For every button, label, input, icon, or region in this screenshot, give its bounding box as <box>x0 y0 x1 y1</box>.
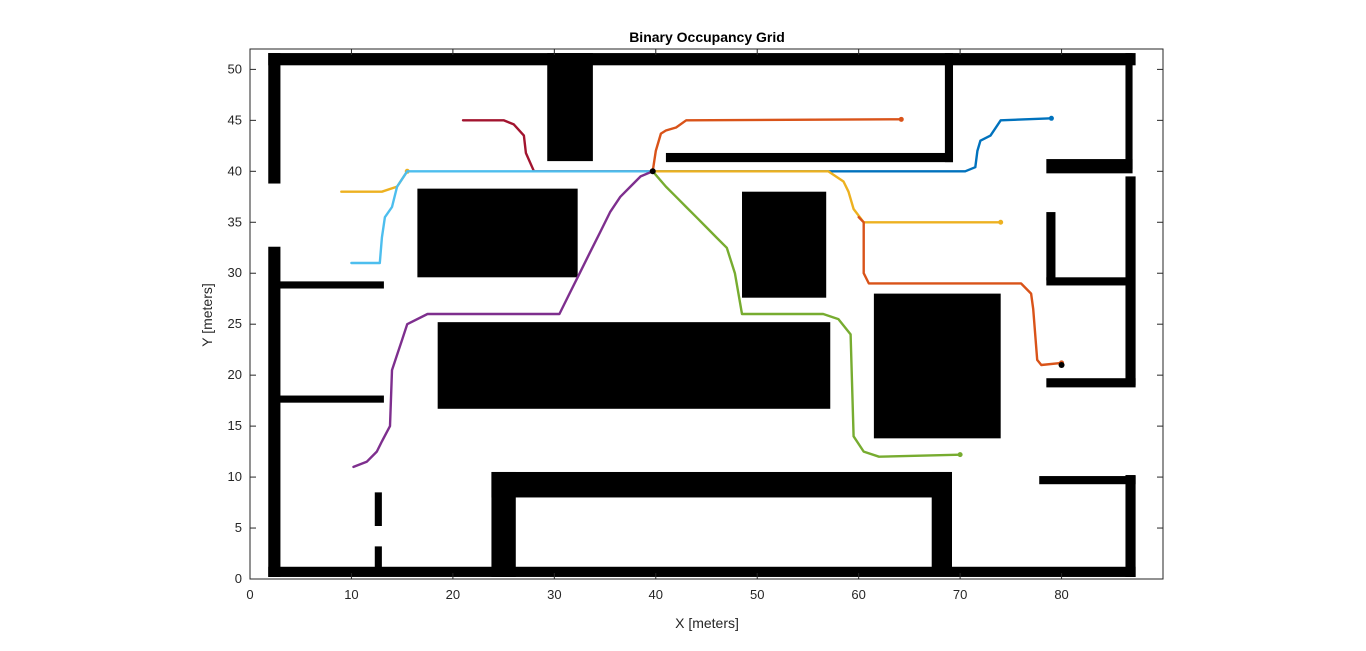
y-axis-label: Y [meters] <box>199 283 215 347</box>
x-tick-label: 70 <box>953 587 967 602</box>
x-tick-label: 10 <box>344 587 358 602</box>
x-tick-label: 60 <box>851 587 865 602</box>
x-tick-label: 40 <box>649 587 663 602</box>
y-tick-label: 20 <box>228 367 242 382</box>
obstacle-outer-wall-right-lower <box>1125 475 1136 577</box>
obstacle-outer-wall-right-top <box>1125 53 1133 170</box>
marker-point <box>1058 361 1065 368</box>
x-tick-label: 50 <box>750 587 764 602</box>
path-end-point <box>998 219 1004 225</box>
obstacle-outer-wall-top <box>268 53 1136 66</box>
obstacle-right-room-bottom <box>1046 277 1133 286</box>
x-axis-label: X [meters] <box>675 615 739 631</box>
axes-box <box>249 48 1164 580</box>
obstacle-bottom-right-leg <box>931 471 952 569</box>
obstacle-left-shelf-upper <box>270 281 384 289</box>
y-tick-label: 5 <box>235 520 242 535</box>
obstacle-right-lower-wall <box>1046 378 1136 388</box>
obstacle-upper-right-wall-vertical <box>944 53 954 163</box>
obstacle-bottom-left-leg <box>491 471 516 577</box>
chart-title: Binary Occupancy Grid <box>629 29 785 45</box>
x-tick-label: 80 <box>1054 587 1068 602</box>
obstacle-outer-wall-bottom <box>268 566 1136 577</box>
path-series-7 <box>857 215 1063 367</box>
y-tick-label: 0 <box>235 571 242 586</box>
obstacle-bottom-bar <box>491 471 952 498</box>
path-series-3 <box>651 117 1053 173</box>
obstacle-right-room-top <box>1046 159 1133 174</box>
y-tick-label: 35 <box>228 214 242 229</box>
obstacle-outer-wall-left-lower <box>268 246 281 577</box>
y-tick-label: 25 <box>228 316 242 331</box>
x-tick-label: 20 <box>446 587 460 602</box>
y-tick-label: 45 <box>228 112 242 127</box>
path-series-6 <box>350 170 654 265</box>
obstacle-block-a <box>417 188 578 278</box>
obstacle-block-d <box>437 322 831 409</box>
path-series-9 <box>651 170 962 458</box>
x-tick-label: 0 <box>246 587 253 602</box>
y-tick-label: 40 <box>228 163 242 178</box>
obstacle-left-shelf-lower <box>270 395 384 403</box>
y-tick-label: 15 <box>228 418 242 433</box>
path-end-point <box>1048 115 1054 121</box>
obstacle-top-pillar <box>547 53 593 162</box>
obstacle-left-post-upper <box>374 492 382 526</box>
obstacle-outer-wall-left-upper <box>268 53 281 184</box>
path-end-point <box>957 452 963 458</box>
y-tick-label: 10 <box>228 469 242 484</box>
path-end-point <box>898 116 904 122</box>
x-tick-label: 30 <box>547 587 561 602</box>
y-tick-label: 50 <box>228 61 242 76</box>
path-series-8 <box>352 170 654 469</box>
obstacle-left-post-lower <box>374 546 382 569</box>
obstacle-block-b <box>742 191 827 298</box>
y-tick-label: 30 <box>228 265 242 280</box>
obstacle-upper-right-wall-horizontal <box>665 152 954 163</box>
marker-point <box>649 168 656 175</box>
obstacle-block-c <box>873 293 1001 439</box>
obstacle-right-room-left <box>1046 212 1056 281</box>
obstacle-right-bottom-shelf <box>1039 476 1136 485</box>
plot-area: 0 10 20 30 40 50 60 70 80 0 5 10 15 20 25 30 35 40 45 50 <box>228 48 1164 602</box>
path-series-2 <box>651 118 903 173</box>
